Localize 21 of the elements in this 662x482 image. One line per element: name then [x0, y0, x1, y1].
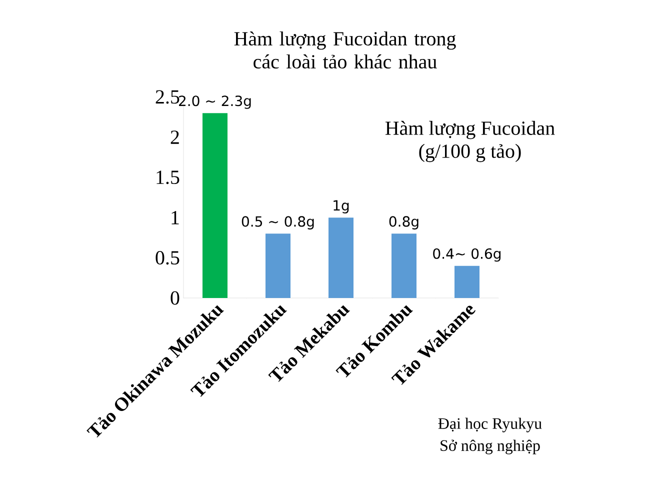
- y-tick-label: 1: [172, 210, 179, 224]
- y-tick-label: 0: [170, 291, 180, 305]
- data-label: 1g: [334, 200, 349, 214]
- text: Đại học Ryukyu: [438, 418, 542, 432]
- y-tick-label: 2.5: [156, 90, 180, 104]
- data-label: 0.5 ~ 0.8g: [242, 216, 314, 230]
- bar: [328, 218, 354, 298]
- text: Sở nông nghiệp: [440, 440, 540, 454]
- y-tick-label: 1.5: [156, 170, 180, 184]
- annotation: Hàm lượng Fucoidan: [385, 120, 555, 140]
- bar: [392, 234, 416, 298]
- chart-title: Hàm lượng Fucoidan trong các loài tảo khác nhau: [234, 31, 456, 69]
- data-label: 0.8g: [389, 216, 418, 230]
- y-tick-label: 2: [170, 130, 179, 144]
- data-label: 2.0 ~ 2.3g: [179, 96, 251, 109]
- bar: [266, 234, 291, 298]
- annotation: (g/100 g tảo): [419, 144, 521, 162]
- bar: [202, 113, 228, 298]
- data-label: 0.4~ 0.6g: [433, 248, 501, 262]
- bar: [454, 266, 480, 298]
- y-tick-label: 0.5: [156, 251, 180, 265]
